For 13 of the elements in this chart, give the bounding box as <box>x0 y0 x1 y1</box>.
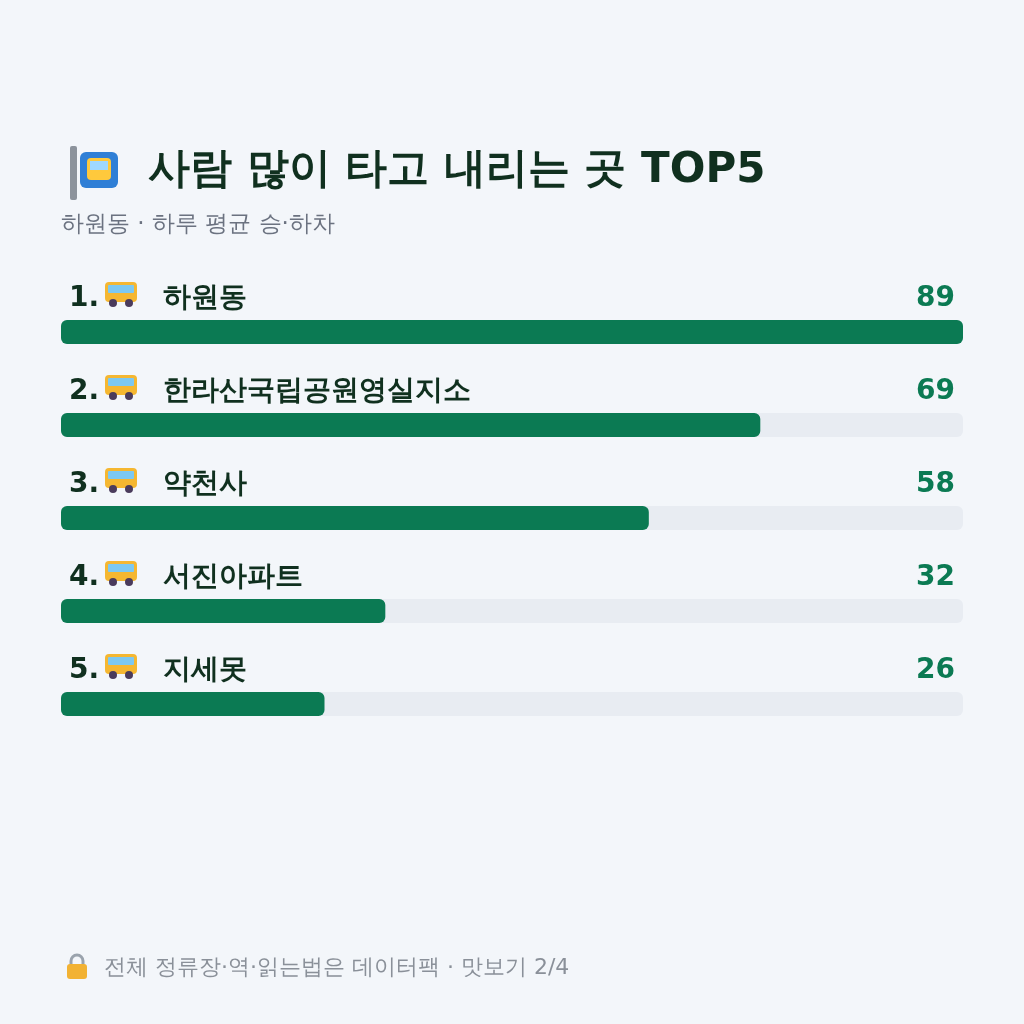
data-label: 69 <box>916 372 955 406</box>
chart-title: 사람 많이 타고 내리는 곳 TOP5 <box>148 142 766 194</box>
category-label: 4. 서진아파트 <box>69 558 304 592</box>
chart-subtitle: 하원동 · 하루 평균 승·하차 <box>61 209 335 238</box>
category-label: 2. 한라산국립공원영실지소 <box>69 372 472 406</box>
data-label: 89 <box>916 279 955 313</box>
category-label: 5. 지세못 <box>69 651 248 685</box>
category-label: 1. 하원동 <box>69 279 248 313</box>
category-label: 3. 약천사 <box>69 465 248 499</box>
text: 전체 정류장·역·읽는법은 데이터팩 · 맛보기 2/4 <box>104 953 570 981</box>
data-label: 58 <box>916 465 955 499</box>
data-label: 26 <box>916 651 955 685</box>
data-label: 32 <box>916 558 955 592</box>
